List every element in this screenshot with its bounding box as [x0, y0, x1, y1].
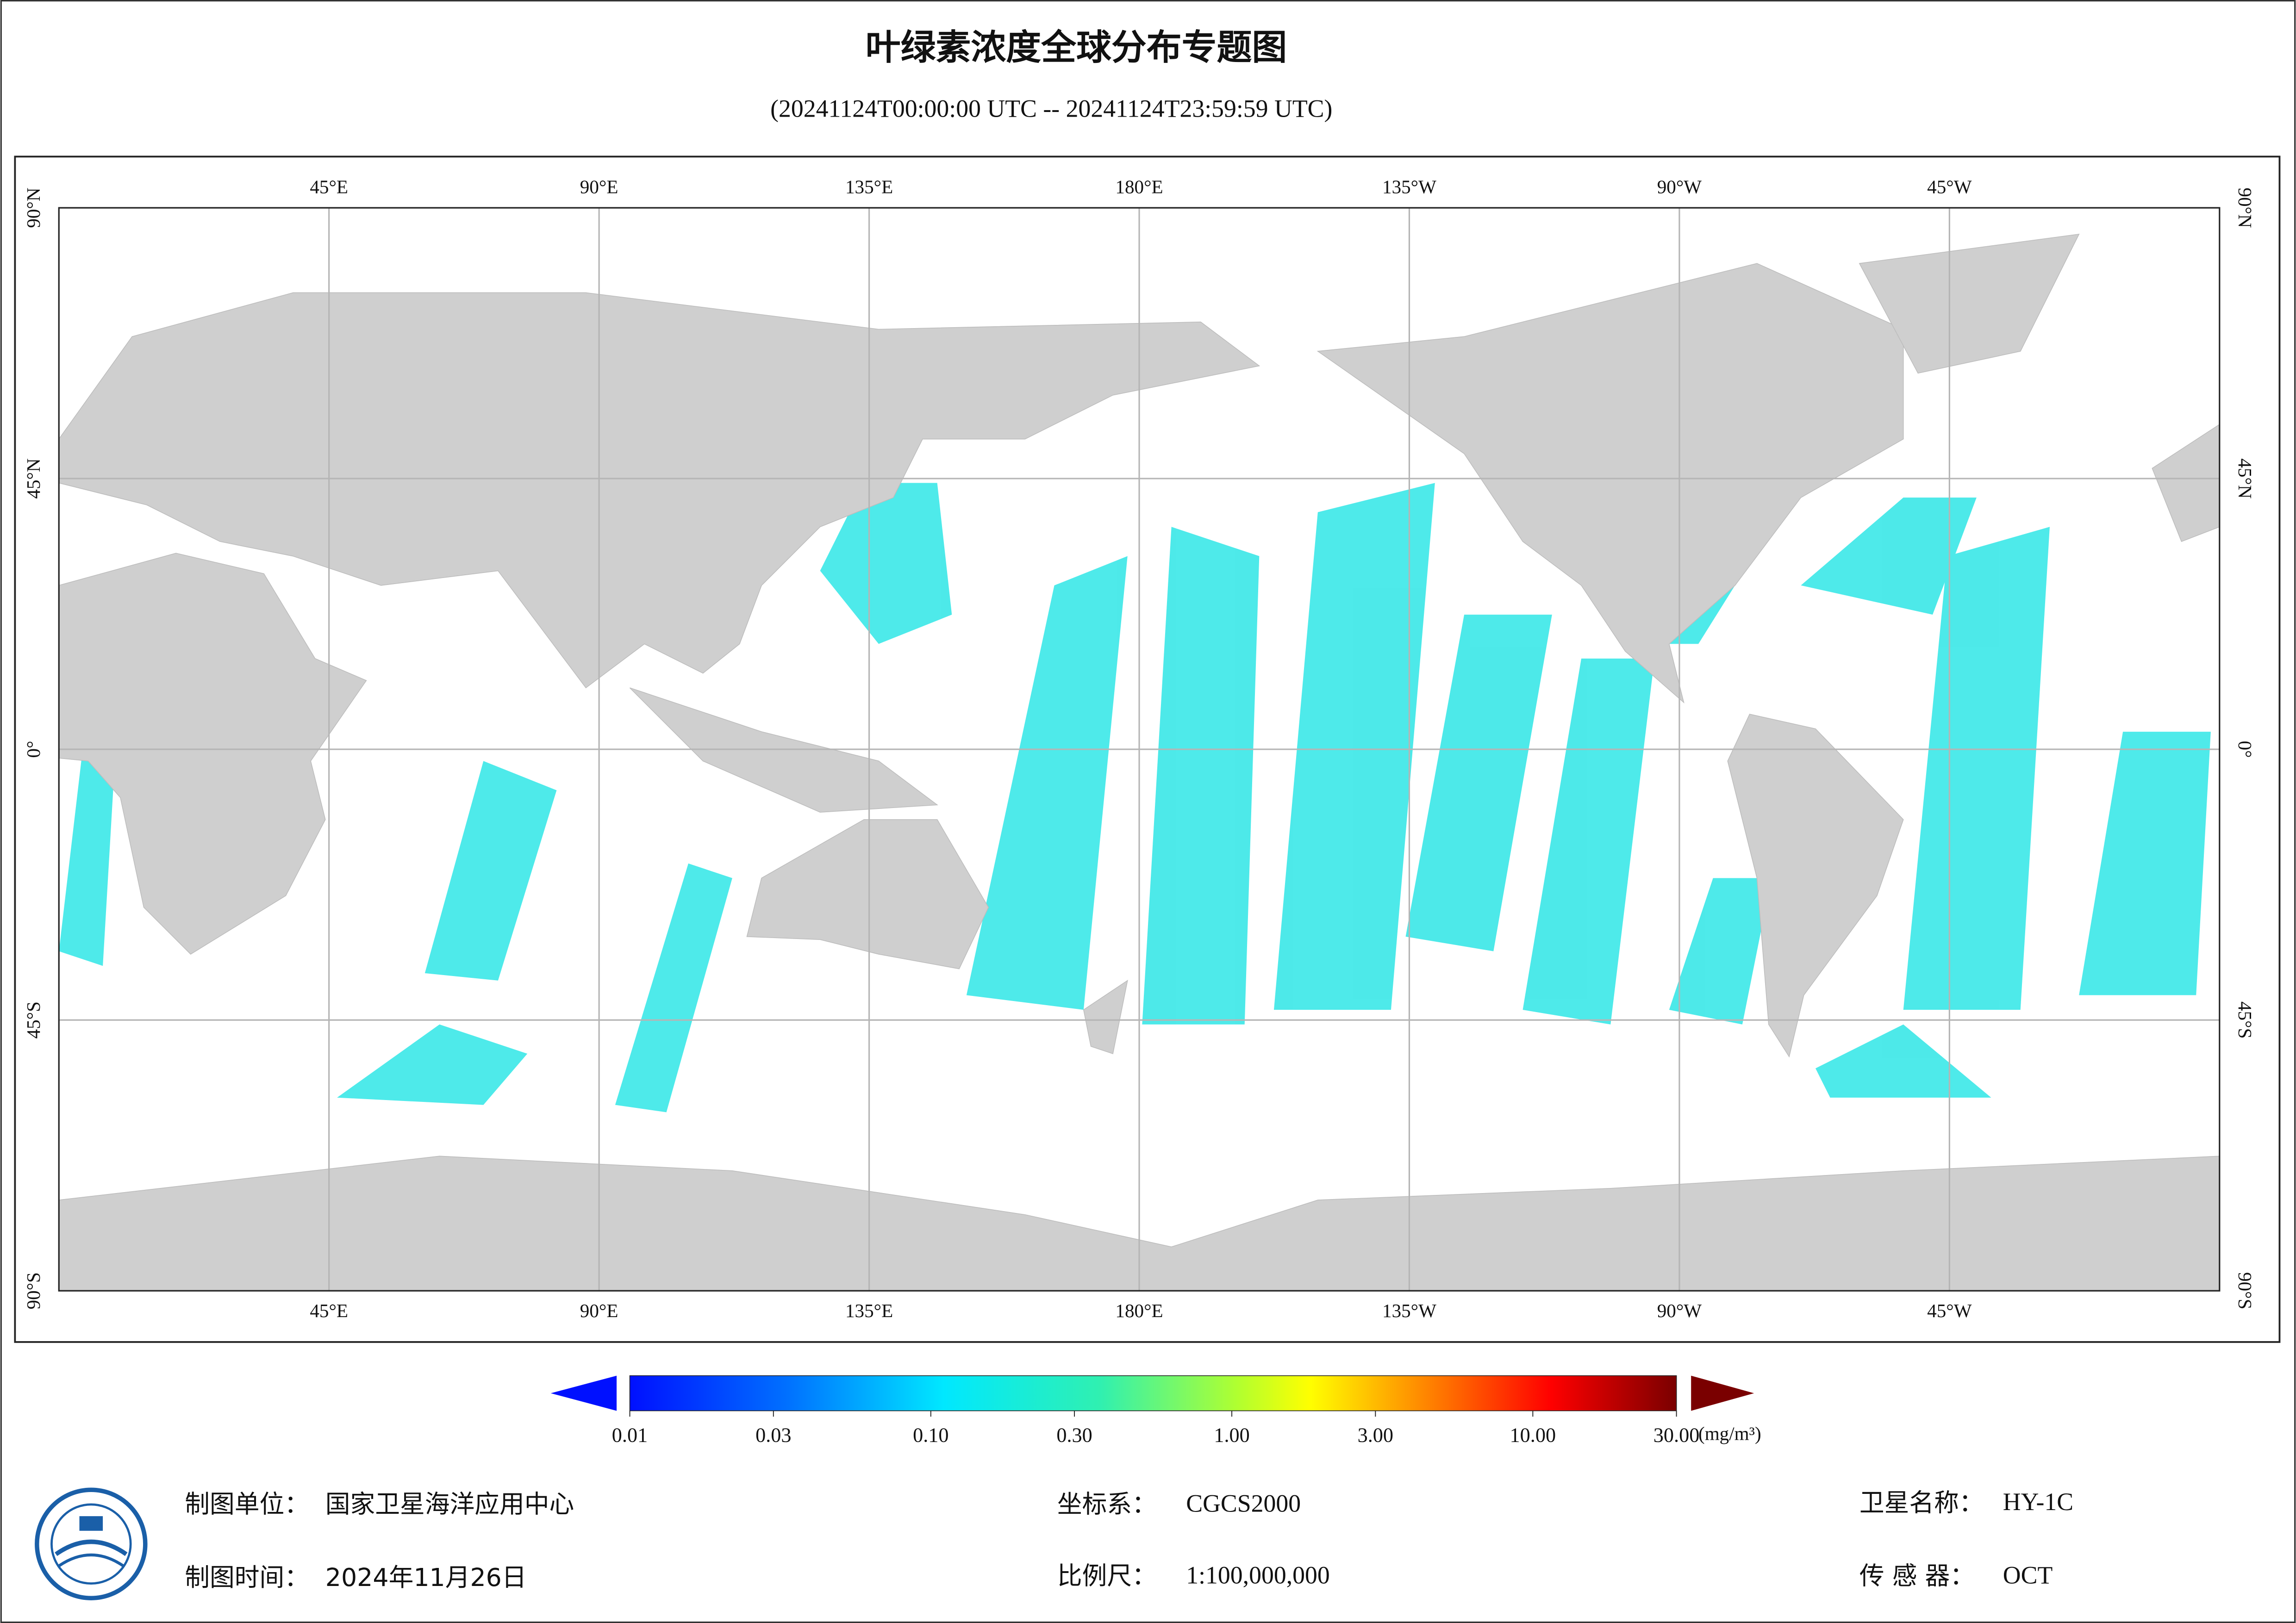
title: 叶绿素浓度全球分布专题图	[866, 27, 1287, 68]
mapping-unit: 国家卫星海洋应用中心	[325, 1490, 574, 1519]
map-border	[58, 207, 2221, 1292]
lat-label-left: 45°N	[23, 458, 44, 498]
lon-label-top: 135°W	[1382, 176, 1436, 197]
footer-label: 卫星名称：	[1859, 1488, 1984, 1517]
lon-label-bottom: 45°E	[310, 1300, 348, 1321]
lat-label-right: 45°N	[2234, 458, 2256, 498]
map-frame	[14, 155, 2281, 1343]
lon-label-bottom: 90°E	[580, 1300, 618, 1321]
footer-label: 传 感 器：	[1859, 1561, 1975, 1591]
sensor-name: OCT	[2003, 1561, 2053, 1589]
colorbar-tick-label: 30.00	[1653, 1424, 1700, 1447]
footer-label: 制图单位：	[185, 1490, 309, 1519]
lon-label-bottom: 45°W	[1927, 1300, 1972, 1321]
lon-label-top: 90°W	[1657, 176, 1702, 197]
footer-label: 比例尺：	[1057, 1561, 1157, 1591]
colorbar-high-arrow	[1691, 1375, 1754, 1411]
colorbar-tick-label: 0.30	[1056, 1424, 1092, 1447]
chlorophyll-swaths	[59, 483, 2211, 1113]
colorbar-unit: (mg/m³)	[1698, 1423, 1761, 1445]
subtitle: (20241124T00:00:00 UTC -- 20241124T23:59…	[770, 95, 1332, 123]
lat-label-left: 45°S	[23, 1001, 44, 1038]
lon-label-bottom: 135°E	[845, 1300, 893, 1321]
lat-label-left: 0°	[23, 741, 44, 758]
lon-label-bottom: 135°W	[1382, 1300, 1436, 1321]
lat-label-left: 90°N	[23, 187, 44, 228]
lon-label-top: 45°E	[310, 176, 348, 197]
lon-label-top: 90°E	[580, 176, 618, 197]
colorbar-tick-label: 0.10	[913, 1424, 948, 1447]
footer-label: 坐标系：	[1057, 1490, 1157, 1519]
lat-label-right: 45°S	[2234, 1001, 2256, 1038]
lat-label-right: 0°	[2234, 741, 2256, 758]
lon-label-top: 135°E	[845, 176, 893, 197]
colorbar-tick-label: 0.03	[755, 1424, 791, 1447]
colorbar-low-arrow	[550, 1375, 617, 1411]
lat-label-left: 90°S	[23, 1272, 44, 1309]
colorbar-tick-label: 1.00	[1214, 1424, 1249, 1447]
lon-label-bottom: 90°W	[1657, 1300, 1702, 1321]
colorbar-tick-label: 10.00	[1510, 1424, 1556, 1447]
map-scale: 1:100,000,000	[1186, 1561, 1330, 1589]
logo	[35, 1487, 148, 1600]
lon-label-top: 45°W	[1927, 176, 1972, 197]
lon-label-top: 180°E	[1115, 176, 1163, 197]
colorbar	[629, 1375, 1677, 1412]
lon-label-bottom: 180°E	[1115, 1300, 1163, 1321]
footer-label: 制图时间：	[185, 1563, 309, 1592]
coordinate-system: CGCS2000	[1186, 1489, 1301, 1517]
lat-label-right: 90°S	[2234, 1272, 2256, 1309]
colorbar-tick-label: 0.01	[612, 1424, 648, 1447]
satellite-name: HY-1C	[2003, 1488, 2073, 1516]
mapping-date: 2024年11月26日	[325, 1563, 527, 1592]
graticule	[59, 208, 2220, 1291]
colorbar-tick-label: 3.00	[1358, 1424, 1393, 1447]
map-area	[59, 208, 2220, 1291]
lat-label-right: 90°N	[2234, 187, 2256, 228]
